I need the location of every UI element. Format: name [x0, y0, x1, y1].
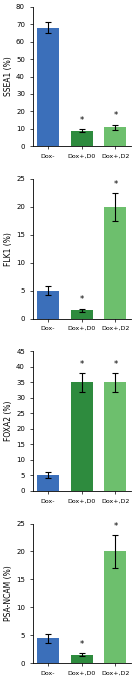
Text: *: *	[80, 116, 84, 124]
Bar	[104, 551, 126, 663]
Bar	[71, 382, 93, 491]
Bar	[37, 290, 59, 319]
Text: *: *	[113, 522, 118, 530]
Bar	[71, 655, 93, 663]
Bar	[37, 475, 59, 491]
Y-axis label: FOXA2 (%): FOXA2 (%)	[4, 401, 13, 441]
Y-axis label: SSEA1 (%): SSEA1 (%)	[4, 56, 13, 97]
Y-axis label: FLK1 (%): FLK1 (%)	[4, 232, 13, 266]
Y-axis label: PSA-NCAM (%): PSA-NCAM (%)	[4, 566, 13, 622]
Bar	[71, 131, 93, 146]
Text: *: *	[80, 295, 84, 305]
Text: *: *	[113, 112, 118, 120]
Text: *: *	[113, 360, 118, 369]
Text: *: *	[80, 640, 84, 649]
Bar	[104, 127, 126, 146]
Bar	[37, 28, 59, 146]
Bar	[37, 638, 59, 663]
Bar	[71, 310, 93, 319]
Bar	[104, 382, 126, 491]
Text: *: *	[80, 360, 84, 369]
Bar	[104, 207, 126, 319]
Text: *: *	[113, 180, 118, 189]
